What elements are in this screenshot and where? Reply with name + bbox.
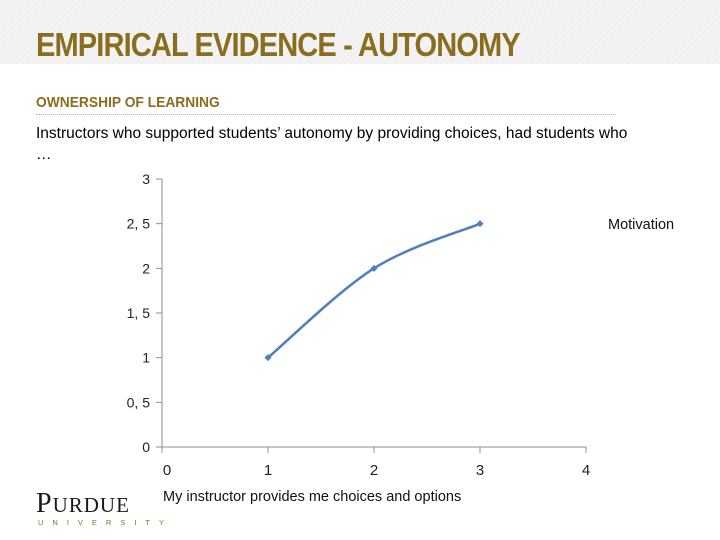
y-axis-tick-labels: 0 0, 5 1 1, 5 2 2, 5 3 [127, 171, 151, 455]
x-tick-label: 2 [370, 462, 378, 479]
series-line-motivation [267, 222, 481, 359]
y-tick-label: 0, 5 [127, 394, 151, 410]
logo-wordmark-initial: P [36, 488, 53, 519]
y-tick-label: 2 [142, 260, 150, 276]
slide-body-text: Instructors who supported students’ auto… [36, 125, 628, 163]
slide-subtitle: OWNERSHIP OF LEARNING [36, 94, 220, 111]
y-axis-ticks [156, 178, 162, 448]
x-tick-label: 0 [163, 462, 171, 479]
logo-wordmark-rest: URDUE [52, 493, 130, 517]
x-axis-tick-labels: 0 1 2 3 4 [163, 462, 590, 479]
x-axis-title: My instructor provides me choices and op… [163, 489, 461, 505]
series-layer [264, 220, 484, 362]
y-tick-label: 2, 5 [127, 216, 151, 232]
data-point-marker [370, 264, 378, 272]
y-tick-label: 1, 5 [127, 305, 151, 321]
purdue-logo: PURDUE UNIVERSITY [36, 490, 186, 530]
subtitle-divider [36, 114, 616, 115]
legend-entry-motivation: Motivation [608, 217, 674, 233]
slide-title: EMPIRICAL EVIDENCE - AUTONOMY [36, 26, 521, 63]
data-point-marker [476, 220, 484, 228]
x-tick-label: 1 [264, 462, 272, 479]
x-axis-ticks [161, 447, 587, 453]
data-point-marker [264, 354, 272, 362]
logo-subtitle: UNIVERSITY [38, 518, 174, 527]
logo-wordmark: PURDUE [36, 490, 130, 518]
y-tick-label: 1 [142, 350, 150, 366]
title-band [0, 0, 720, 64]
y-tick-label: 3 [142, 171, 150, 187]
x-tick-label: 3 [476, 462, 484, 479]
y-tick-label: 0 [142, 439, 150, 455]
x-tick-label: 4 [582, 462, 590, 479]
